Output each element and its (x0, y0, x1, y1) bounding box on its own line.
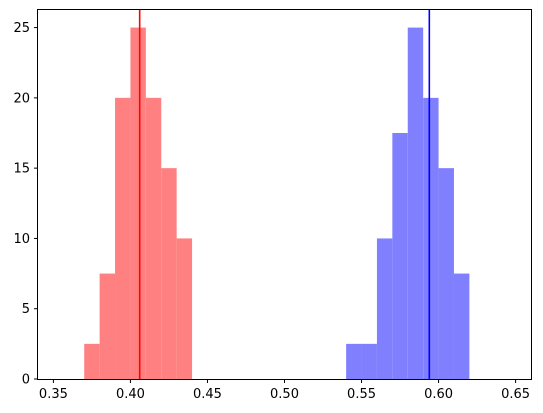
x-tick-label: 0.60 (424, 387, 453, 402)
plot-area (84, 10, 470, 379)
y-tick-label: 25 (13, 21, 30, 36)
histogram-bar (376, 238, 393, 379)
histogram-bar (99, 273, 116, 379)
x-tick-label: 0.55 (347, 387, 376, 402)
histogram-bar (423, 97, 439, 379)
histogram-bar (361, 343, 377, 379)
x-axis: 0.35 0.40 0.45 0.50 0.55 0.60 0.65 (39, 379, 530, 402)
histogram-bar (346, 343, 362, 379)
x-tick-label: 0.65 (501, 387, 530, 402)
y-tick-label: 10 (13, 232, 30, 247)
x-tick-label: 0.40 (116, 387, 145, 402)
y-tick-label: 5 (22, 302, 30, 317)
y-tick-label: 15 (13, 162, 30, 177)
x-tick-label: 0.50 (270, 387, 299, 402)
histogram-bar (161, 168, 177, 379)
histogram-bar (130, 27, 146, 379)
histogram-bar (453, 273, 470, 379)
y-tick-label: 20 (13, 91, 30, 106)
y-tick-label: 0 (22, 373, 30, 388)
x-tick-label: 0.45 (193, 387, 222, 402)
histogram-bar (407, 27, 424, 379)
histogram-bar (84, 343, 100, 379)
y-axis: 0 5 10 15 20 25 (13, 21, 38, 388)
histogram-bar (176, 238, 193, 379)
histogram-bar (392, 133, 408, 379)
histogram-bar (115, 97, 131, 379)
histogram-bar (438, 168, 454, 379)
x-tick-label: 0.35 (39, 387, 68, 402)
histogram-bar (145, 97, 162, 379)
